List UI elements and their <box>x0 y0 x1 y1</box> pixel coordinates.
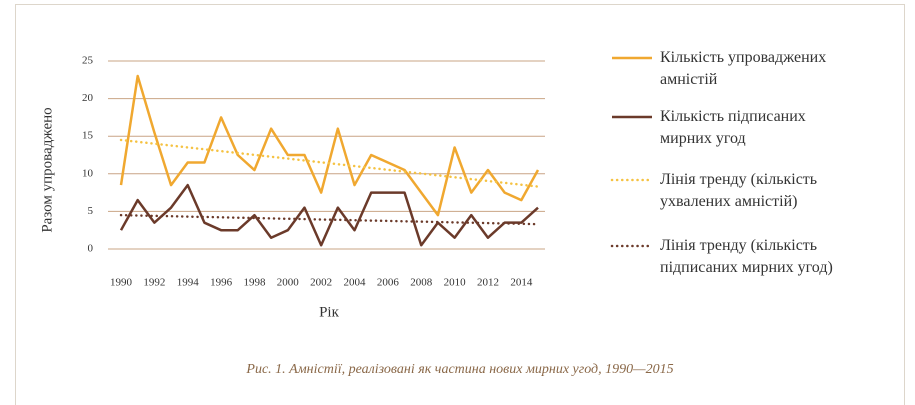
x-tick-label: 2012 <box>477 277 499 289</box>
y-tick-label: 10 <box>82 167 94 179</box>
y-tick-label: 20 <box>82 92 94 104</box>
y-tick-label: 5 <box>88 205 94 217</box>
legend-label: Лінія тренду (кількість ухвалених амніст… <box>660 171 818 210</box>
y-tick-label: 15 <box>82 130 94 142</box>
x-tick-label: 2000 <box>277 277 300 289</box>
x-tick-label: 2008 <box>410 277 433 289</box>
y-axis-label: Разом упроваджено <box>39 107 55 232</box>
x-tick-label: 2002 <box>310 277 332 289</box>
x-tick-label: 1992 <box>143 277 165 289</box>
y-tick-label: 0 <box>88 243 94 255</box>
x-tick-label: 1990 <box>110 277 133 289</box>
x-tick-label: 1996 <box>210 277 233 289</box>
legend-label: Кількість підписаних мирних угод <box>660 108 806 147</box>
series-line <box>119 74 540 217</box>
x-tick-label: 2004 <box>344 277 367 289</box>
legend-label: Лінія тренду (кількість підписаних мирни… <box>660 237 833 276</box>
x-tick-label: 1994 <box>177 277 200 289</box>
x-axis-label: Рік <box>319 304 340 320</box>
frame <box>15 4 905 405</box>
series-line <box>119 183 539 247</box>
x-tick-label: 2014 <box>510 277 533 289</box>
series-line <box>119 213 540 226</box>
x-tick-label: 2006 <box>377 277 400 289</box>
y-tick-label: 25 <box>82 55 94 67</box>
legend-label: Кількість упроваджених амністій <box>660 49 827 88</box>
x-tick-label: 1998 <box>243 277 266 289</box>
caption: Рис. 1. Амністії, реалізовані як частина… <box>245 362 673 377</box>
x-tick-label: 2010 <box>444 277 467 289</box>
series-line <box>119 138 540 188</box>
